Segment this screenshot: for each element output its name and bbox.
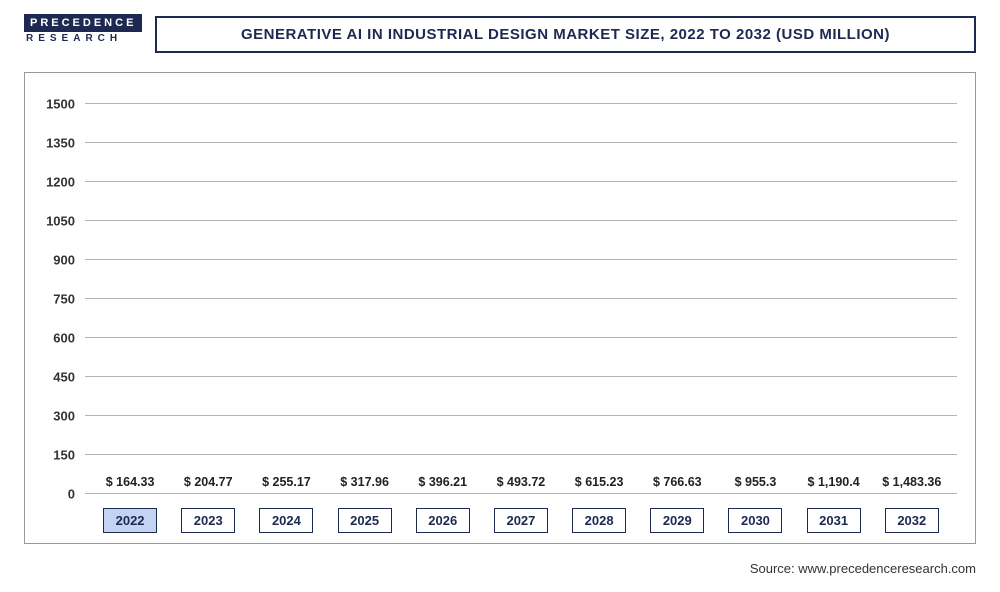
x-label-box: 2025	[330, 508, 400, 533]
bar-value-label: $ 615.23	[575, 475, 624, 489]
bar-group: $ 493.72	[486, 475, 556, 493]
bar-group: $ 204.77	[173, 475, 243, 493]
source-text: Source: www.precedenceresearch.com	[750, 561, 976, 576]
x-axis-category: 2032	[885, 508, 939, 533]
bar-value-label: $ 1,190.4	[808, 475, 860, 489]
bars-container: $ 164.33 $ 204.77 $ 255.17 $ 317.96 $ 396.21…	[85, 103, 957, 493]
bar-value-label: $ 396.21	[418, 475, 467, 489]
x-label-box: 2030	[720, 508, 790, 533]
bar-group: $ 164.33	[95, 475, 165, 493]
y-tick-label: 0	[68, 487, 85, 502]
x-label-box: 2032	[877, 508, 947, 533]
y-tick-label: 600	[53, 331, 85, 346]
x-label-box: 2024	[251, 508, 321, 533]
bar-value-label: $ 1,483.36	[882, 475, 941, 489]
x-label-box: 2028	[564, 508, 634, 533]
bar-value-label: $ 164.33	[106, 475, 155, 489]
x-axis-labels: 2022 2023 2024 2025 2026 2027 2028 2029 2030 2031…	[85, 508, 957, 533]
bar-value-label: $ 204.77	[184, 475, 233, 489]
x-axis-category: 2023	[181, 508, 235, 533]
x-label-box: 2029	[642, 508, 712, 533]
x-label-box: 2023	[173, 508, 243, 533]
bar-value-label: $ 955.3	[735, 475, 777, 489]
logo: PRECEDENCE RESEARCH	[24, 14, 142, 44]
x-axis-category: 2027	[494, 508, 548, 533]
y-tick-label: 300	[53, 409, 85, 424]
bar-value-label: $ 766.63	[653, 475, 702, 489]
y-tick-label: 150	[53, 448, 85, 463]
bar-group: $ 615.23	[564, 475, 634, 493]
x-label-box: 2027	[486, 508, 556, 533]
y-tick-label: 750	[53, 292, 85, 307]
bar-group: $ 396.21	[408, 475, 478, 493]
y-tick-label: 1050	[46, 214, 85, 229]
chart-title: GENERATIVE AI IN INDUSTRIAL DESIGN MARKE…	[155, 16, 976, 53]
y-tick-label: 450	[53, 370, 85, 385]
bar-value-label: $ 493.72	[497, 475, 546, 489]
x-axis-category: 2030	[728, 508, 782, 533]
logo-bottom: RESEARCH	[24, 33, 122, 44]
x-axis-category: 2022	[103, 508, 157, 533]
bar-group: $ 255.17	[251, 475, 321, 493]
bar-group: $ 1,190.4	[799, 475, 869, 493]
bar-group: $ 317.96	[330, 475, 400, 493]
y-tick-label: 1350	[46, 136, 85, 151]
x-label-box: 2022	[95, 508, 165, 533]
plot-area: 01503004506007509001050120013501500 $ 16…	[85, 103, 957, 493]
x-axis-category: 2031	[807, 508, 861, 533]
y-tick-label: 1200	[46, 175, 85, 190]
bar-value-label: $ 317.96	[340, 475, 389, 489]
bar-group: $ 955.3	[720, 475, 790, 493]
x-axis-category: 2024	[259, 508, 313, 533]
x-label-box: 2031	[799, 508, 869, 533]
logo-top: PRECEDENCE	[24, 14, 142, 32]
x-axis-category: 2028	[572, 508, 626, 533]
y-tick-label: 900	[53, 253, 85, 268]
x-axis-category: 2026	[416, 508, 470, 533]
bar-group: $ 1,483.36	[877, 475, 947, 493]
x-axis-category: 2029	[650, 508, 704, 533]
x-label-box: 2026	[408, 508, 478, 533]
chart-frame: 0 150 300 450 600 750 900 1050 1200 1350 1500 $ 16…	[24, 72, 976, 544]
bar-group: $ 766.63	[642, 475, 712, 493]
bar-value-label: $ 255.17	[262, 475, 311, 489]
x-axis-category: 2025	[338, 508, 392, 533]
y-tick-label: 1500	[46, 97, 85, 112]
gridline: 0	[85, 493, 957, 494]
